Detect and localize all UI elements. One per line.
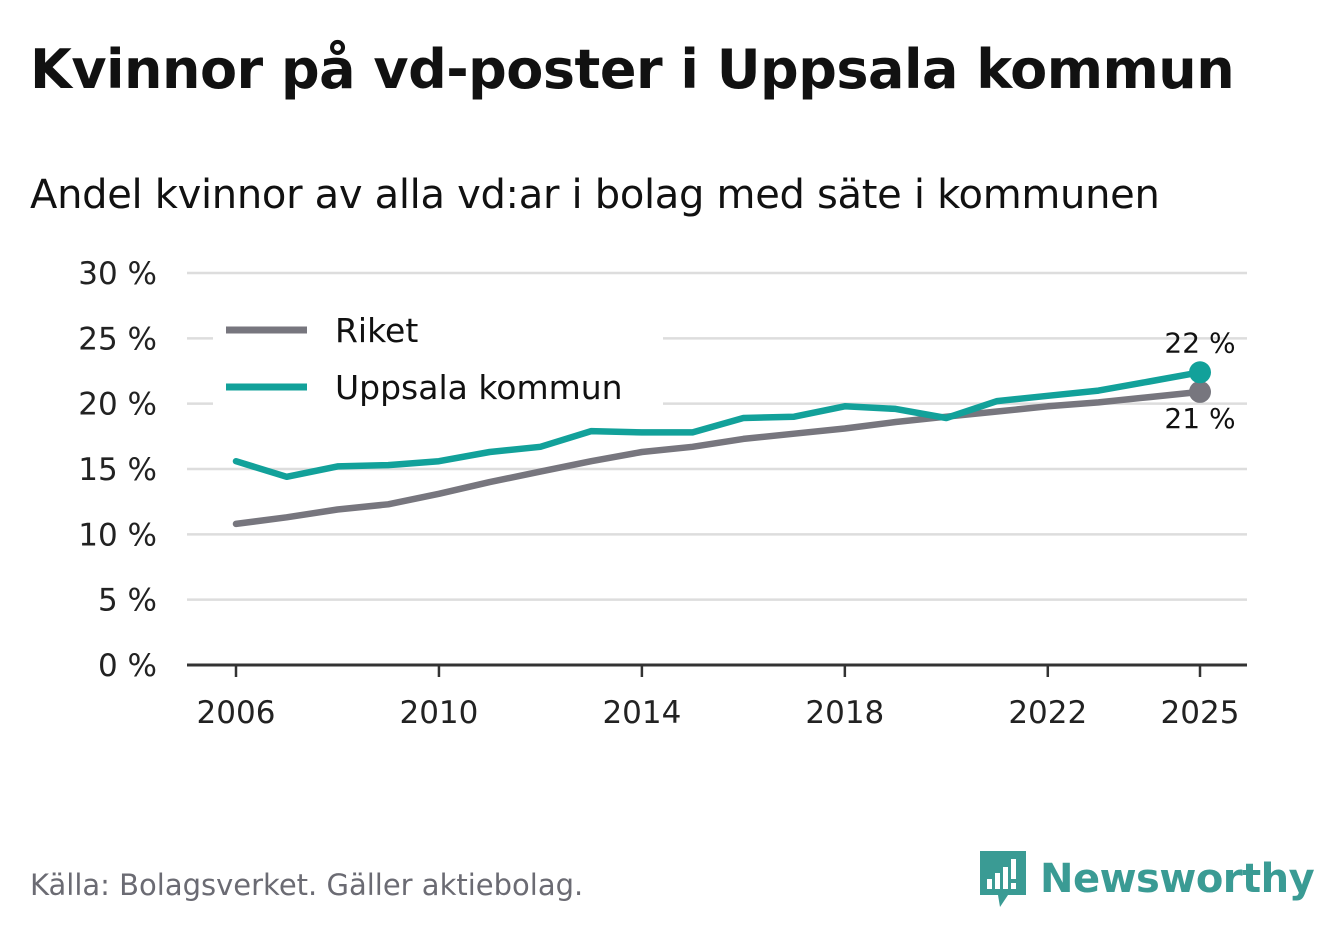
- end-labels: 22 % 21 %: [1164, 326, 1235, 435]
- x-axis: 2006 2010 2014 2018 2022 2025: [187, 663, 1247, 731]
- end-label-riket: 21 %: [1164, 402, 1235, 435]
- newsworthy-logo[interactable]: Newsworthy: [978, 848, 1315, 910]
- newsworthy-logo-icon: [980, 851, 1026, 907]
- end-point-uppsala[interactable]: [1189, 361, 1211, 384]
- end-label-uppsala: 22 %: [1164, 326, 1235, 359]
- series: [232, 361, 1211, 528]
- y-tick-label: 10 %: [78, 517, 157, 553]
- chart-subtitle: Andel kvinnor av alla vd:ar i bolag med …: [30, 172, 1160, 218]
- y-tick-label: 15 %: [78, 452, 157, 488]
- y-tick-label: 5 %: [98, 583, 157, 619]
- x-tick-label: 2018: [805, 695, 884, 731]
- y-tick-label: 25 %: [78, 321, 157, 357]
- y-tick-label: 0 %: [98, 648, 157, 684]
- y-axis-ticks: 0 % 5 % 10 % 15 % 20 % 25 % 30 %: [78, 256, 157, 684]
- y-tick-label: 30 %: [78, 256, 157, 292]
- x-tick-label: 2010: [399, 695, 478, 731]
- brand-name: Newsworthy: [1040, 856, 1315, 902]
- legend-label[interactable]: Riket: [335, 311, 418, 350]
- legend: Riket Uppsala kommun: [213, 306, 663, 414]
- x-tick-label: 2025: [1161, 695, 1240, 731]
- chart-title: Kvinnor på vd-poster i Uppsala kommun: [30, 38, 1235, 101]
- series-line-riket[interactable]: [232, 388, 1204, 528]
- y-tick-label: 20 %: [78, 387, 157, 423]
- series-line-uppsala[interactable]: [232, 369, 1204, 481]
- source-note: Källa: Bolagsverket. Gäller aktiebolag.: [30, 868, 584, 902]
- end-point-riket[interactable]: [1189, 380, 1211, 403]
- x-tick-label: 2022: [1008, 695, 1087, 731]
- legend-background: [213, 306, 663, 414]
- x-tick-label: 2014: [602, 695, 681, 731]
- legend-label[interactable]: Uppsala kommun: [335, 368, 623, 407]
- x-tick-label: 2006: [197, 695, 276, 731]
